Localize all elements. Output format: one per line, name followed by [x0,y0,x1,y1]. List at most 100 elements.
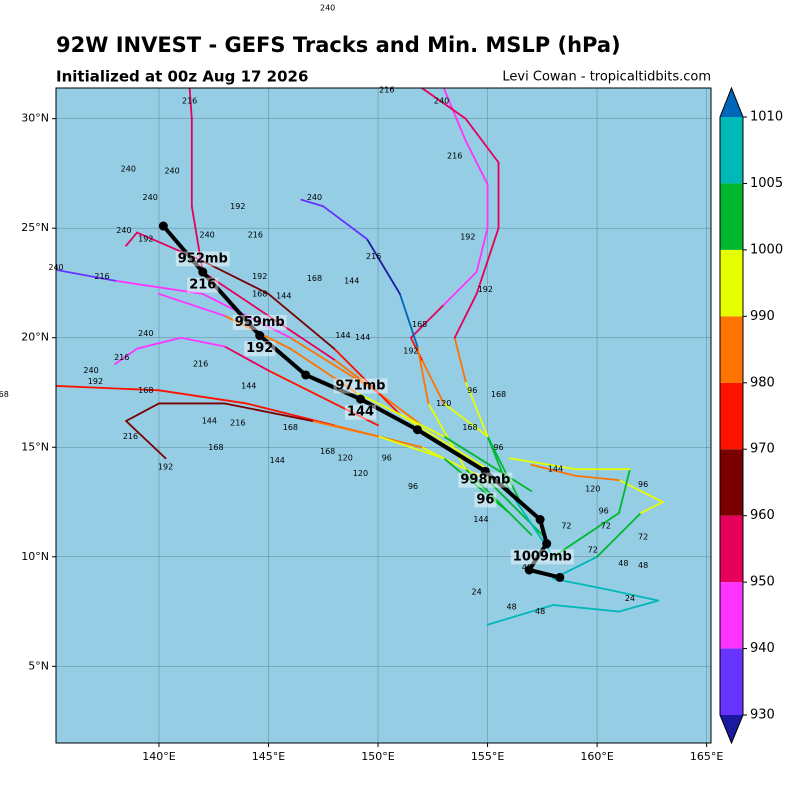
member-track-segment [453,293,478,339]
member-track-segment [114,347,138,365]
colorbar-bin [720,582,743,649]
hour-label: 144 [344,276,359,285]
hour-label: 144 [548,465,563,474]
hour-label: 216 [94,272,109,281]
hour-label: 144 [276,292,291,301]
hour-label: 192 [88,377,103,386]
y-tick-label: 15°N [21,440,49,453]
member-track-segment [552,512,620,558]
member-track-segment [179,336,226,348]
mean-track-point [480,466,490,476]
label-background [344,404,377,420]
member-track-segment [355,391,445,438]
mean-track-label: 971mb [335,378,385,393]
hour-label: 168 [320,447,335,456]
hour-label: 96 [408,482,418,491]
member-track-segment [420,446,489,482]
hour-label: 240 [83,366,98,375]
hour-label: 48 [507,603,517,612]
hour-label: 144 [355,333,370,342]
colorbar-bin [720,449,743,516]
member-track-segment [486,435,522,503]
mean-track-label: 1009mb [513,549,572,564]
mean-track-label: 144 [347,405,374,420]
colorbar-tick-label: 940 [750,641,775,656]
label-background [474,492,497,508]
mean-track-label: 216 [189,278,216,293]
mean-track-point [524,565,534,575]
hour-label: 216 [248,230,263,239]
x-tick-label: 155°E [471,750,504,763]
mean-track-point [301,370,311,380]
y-tick-label: 10°N [21,550,49,563]
hour-label: 240 [116,226,131,235]
y-tick-label: 5°N [28,659,49,672]
member-track-segment [267,369,379,427]
member-track-segment [300,198,325,208]
member-track-segment [267,314,336,361]
hour-label: 240 [121,165,136,174]
member-track-segment [508,457,577,471]
hour-label: 240 [138,329,153,338]
colorbar-bin [720,515,743,583]
member-track-segment [201,260,270,295]
mean-track-point [542,539,552,549]
colorbar-bin [720,382,743,450]
member-track-segment [136,336,182,350]
member-track-segment [56,268,117,282]
hour-label: 240 [200,230,215,239]
x-tick-label: 165°E [690,750,723,763]
hour-label: 240 [307,193,322,202]
member-track-segment [333,347,401,416]
mean-track-point [158,221,168,231]
member-track-segment [464,468,533,536]
hour-label: 96 [599,506,609,515]
colorbar-bin [720,183,743,250]
member-track-segment [607,588,660,602]
member-track-segment [574,474,620,482]
hour-label: 240 [434,97,449,106]
colorbar-extend-low [720,715,743,743]
hour-label: 216 [193,360,208,369]
x-tick-label: 140°E [142,750,175,763]
member-track-segment [453,336,467,383]
hour-label: 168 [252,289,267,298]
member-track-segment [399,293,419,348]
colorbar-bin [720,316,743,383]
hour-label: 168 [462,423,477,432]
hour-label: 144 [202,416,217,425]
colorbar-bin [720,648,743,715]
y-tick-label: 25°N [21,221,49,234]
colorbar-tick-label: 930 [750,708,775,723]
label-background [244,341,276,357]
colorbar-tick-label: 970 [750,442,775,457]
mean-track-point [198,267,208,277]
hour-label: 144 [335,331,350,340]
member-track-segment [486,604,555,626]
y-tick-label: 30°N [21,112,49,125]
label-background [187,277,219,293]
member-track-segment [322,205,368,241]
hour-label: 168 [208,443,223,452]
colorbar-tick-label: 990 [750,309,775,324]
hour-label: 120 [338,454,353,463]
hour-label: 144 [241,381,256,390]
member-track-segment [311,420,379,438]
member-track-segment [420,358,445,405]
hour-label: 120 [436,399,451,408]
hour-label: 96 [638,480,648,489]
label-background [510,549,574,565]
label-background [458,472,513,488]
hour-label: 240 [164,167,179,176]
hour-label: 24 [472,587,482,596]
hour-label: 168 [0,390,9,399]
mean-track-label: 96 [476,492,494,507]
hour-label: 72 [601,522,611,531]
member-track-segment [377,435,445,460]
member-track-segment [125,231,138,247]
label-background [175,251,230,267]
x-tick-label: 145°E [252,750,285,763]
hour-label: 240 [143,193,158,202]
member-track-segment [201,293,292,339]
member-track-segment [399,413,489,471]
